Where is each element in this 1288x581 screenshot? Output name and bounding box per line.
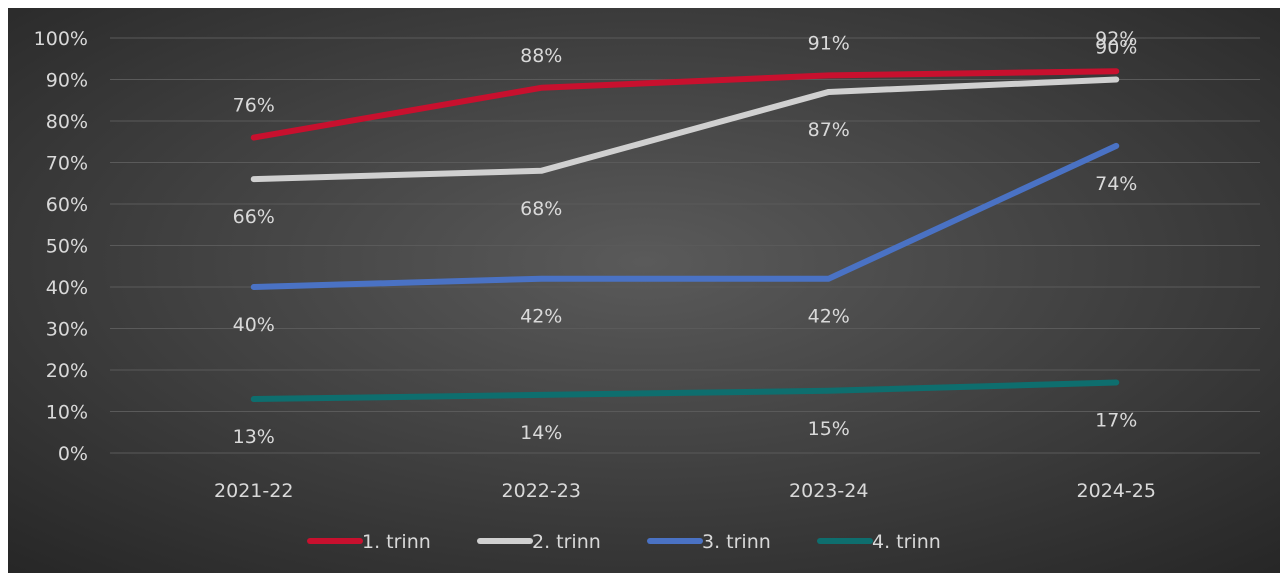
x-tick-label: 2023-24 [789, 480, 868, 502]
data-label: 76% [233, 95, 275, 117]
data-label: 66% [233, 206, 275, 228]
data-label: 92% [1095, 28, 1137, 50]
data-labels: 76% 88% 91% 92% 66% 68% 87% 90% 40% 42% 42% 74% 13% 1… [233, 28, 1138, 448]
legend-label: 3. trinn [702, 531, 771, 553]
legend-label: 1. trinn [362, 531, 431, 553]
y-tick-label: 50% [46, 236, 88, 258]
data-label: 91% [808, 32, 850, 54]
legend-item: 1. trinn [307, 531, 431, 553]
x-tick-label: 2024-25 [1077, 480, 1156, 502]
legend-item: 4. trinn [817, 531, 941, 553]
y-tick-label: 80% [46, 111, 88, 133]
data-label: 87% [808, 119, 850, 141]
y-tick-label: 20% [46, 360, 88, 382]
data-label: 88% [520, 45, 562, 67]
legend-item: 2. trinn [477, 531, 601, 553]
series-line [250, 76, 1120, 183]
series-line [250, 379, 1120, 403]
y-tick-label: 10% [46, 402, 88, 424]
chart-background [8, 8, 1280, 573]
data-label: 15% [808, 418, 850, 440]
data-label: 17% [1095, 409, 1137, 431]
x-tick-label: 2021-22 [214, 480, 293, 502]
data-label: 90% [1095, 37, 1137, 59]
series-line [250, 142, 1120, 290]
x-tick-label: 2022-23 [502, 480, 581, 502]
y-tick-label: 90% [46, 70, 88, 92]
chart-panel: 0% 10% 20% 30% 40% 50% 60% 70% 80% 90% 100% 2021-2… [8, 8, 1280, 573]
data-label: 13% [233, 426, 275, 448]
y-axis-ticks: 0% 10% 20% 30% 40% 50% 60% 70% 80% 90% 100% [34, 28, 88, 465]
legend-label: 2. trinn [532, 531, 601, 553]
line-chart: 0% 10% 20% 30% 40% 50% 60% 70% 80% 90% 100% 2021-2… [8, 8, 1280, 573]
y-tick-label: 60% [46, 194, 88, 216]
legend: 1. trinn 2. trinn 3. trinn 4. trinn [307, 531, 941, 553]
legend-item: 3. trinn [647, 531, 771, 553]
data-label: 68% [520, 198, 562, 220]
data-label: 74% [1095, 173, 1137, 195]
y-tick-label: 0% [58, 443, 88, 465]
series-lines [250, 68, 1120, 403]
y-tick-label: 100% [34, 28, 88, 50]
data-label: 42% [808, 306, 850, 328]
data-label: 14% [520, 422, 562, 444]
data-label: 40% [233, 314, 275, 336]
y-tick-label: 40% [46, 277, 88, 299]
x-axis-ticks: 2021-22 2022-23 2023-24 2024-25 [214, 480, 1156, 502]
legend-label: 4. trinn [872, 531, 941, 553]
y-tick-label: 30% [46, 319, 88, 341]
y-tick-label: 70% [46, 153, 88, 175]
series-line [250, 68, 1120, 141]
data-label: 42% [520, 306, 562, 328]
